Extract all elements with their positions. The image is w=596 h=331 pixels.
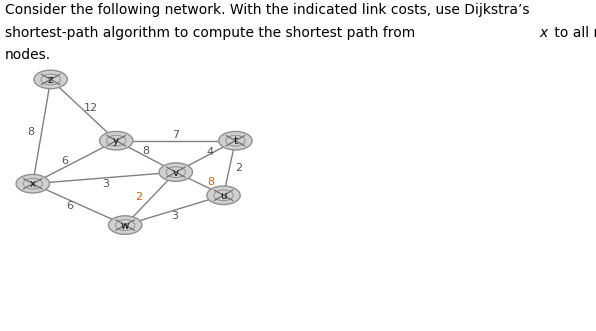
Text: 3: 3	[102, 179, 109, 189]
Text: 4: 4	[207, 147, 214, 158]
Text: z: z	[48, 75, 54, 85]
Circle shape	[16, 174, 49, 193]
Circle shape	[207, 186, 240, 205]
Text: 8: 8	[207, 177, 214, 187]
Text: 7: 7	[172, 130, 179, 140]
Text: Consider the following network. With the indicated link costs, use Dijkstra’s: Consider the following network. With the…	[5, 3, 529, 17]
Circle shape	[159, 163, 193, 181]
Text: t: t	[234, 136, 237, 146]
Text: x: x	[30, 179, 36, 189]
Text: 8: 8	[27, 126, 35, 137]
Text: x: x	[540, 26, 548, 40]
Text: w: w	[121, 221, 129, 231]
Circle shape	[100, 131, 133, 150]
Text: shortest-path algorithm to compute the shortest path from: shortest-path algorithm to compute the s…	[5, 26, 420, 40]
Text: to all network: to all network	[551, 26, 596, 40]
Text: nodes.: nodes.	[5, 48, 51, 62]
Text: v: v	[173, 168, 179, 178]
Text: 3: 3	[171, 211, 178, 221]
Text: 2: 2	[135, 192, 142, 202]
Text: 6: 6	[61, 156, 69, 166]
Circle shape	[34, 70, 67, 89]
Text: y: y	[113, 136, 119, 146]
Text: 12: 12	[83, 103, 98, 114]
Circle shape	[219, 131, 252, 150]
Text: 2: 2	[235, 163, 243, 173]
Text: 8: 8	[142, 146, 150, 157]
Circle shape	[108, 216, 142, 234]
Text: u: u	[220, 191, 227, 201]
Text: 6: 6	[66, 201, 73, 211]
